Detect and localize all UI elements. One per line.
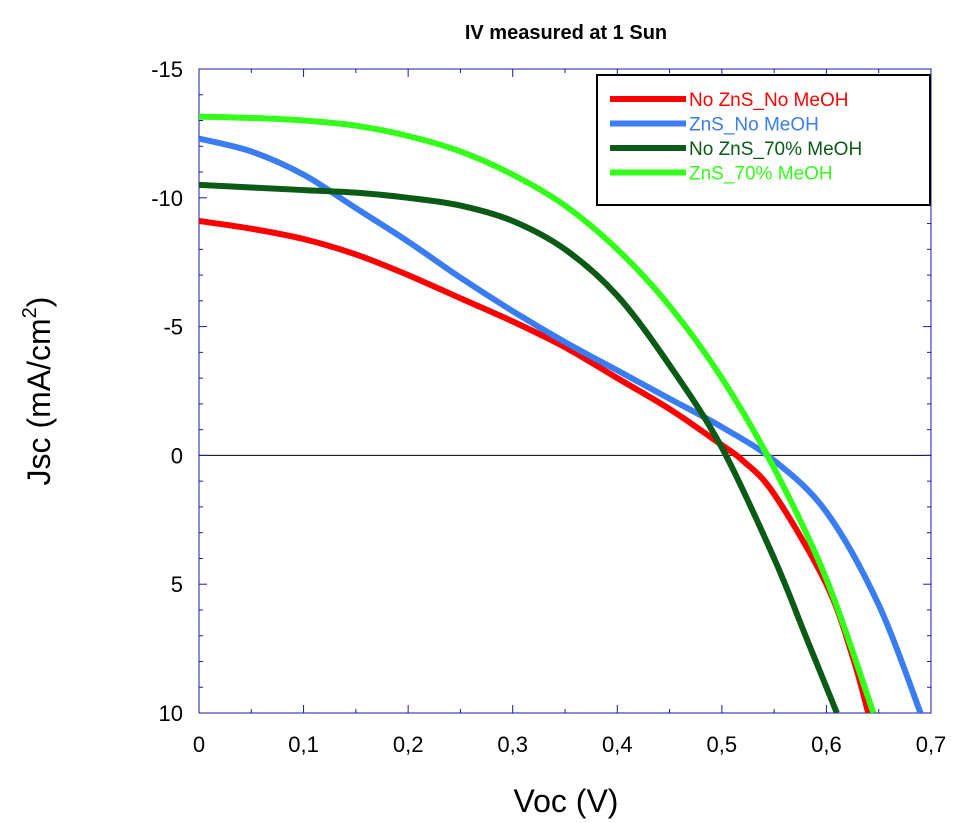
x-tick-label: 0,6 <box>811 732 842 757</box>
legend-label-zns-no-meoh: ZnS_No MeOH <box>689 115 819 136</box>
x-tick-label: 0,7 <box>916 732 947 757</box>
series-line-zns-70-meoh <box>199 113 877 713</box>
legend-label-no-zns-70-meoh: No ZnS_70% MeOH <box>689 139 862 160</box>
y-axis-title: Jsc (mA/cm2) <box>19 297 57 486</box>
legend: No ZnS_No MeOH ZnS_No MeOH No ZnS_70% MeOH… <box>596 74 931 206</box>
legend-label-no-zns-no-meoh: No ZnS_No MeOH <box>689 90 848 111</box>
x-axis-title: Voc (V) <box>514 783 619 819</box>
x-tick-label: 0,1 <box>288 732 319 757</box>
y-axis-title-suffix: ) <box>21 297 57 308</box>
x-tick-label: 0,2 <box>393 732 424 757</box>
x-tick-label: 0,5 <box>707 732 738 757</box>
x-tick-label: 0 <box>193 732 205 757</box>
y-axis-title-superscript: 2 <box>19 307 41 318</box>
y-tick-label: -10 <box>151 186 183 211</box>
series-line-no-zns-no-meoh <box>199 218 872 713</box>
series-line-no-zns-70-meoh <box>199 181 840 713</box>
chart-title: IV measured at 1 Sun <box>465 22 667 44</box>
y-tick-label: 10 <box>159 701 183 726</box>
y-tick-label: 5 <box>171 572 183 597</box>
y-tick-label: 0 <box>171 443 183 468</box>
y-tick-label: -15 <box>151 57 183 82</box>
y-axis-title-main: Jsc (mA/cm <box>21 318 57 485</box>
legend-label-zns-70-meoh: ZnS_70% MeOH <box>689 164 833 185</box>
x-tick-label: 0,4 <box>602 732 633 757</box>
series-line-zns-no-meoh <box>199 135 924 713</box>
x-tick-label: 0,3 <box>497 732 528 757</box>
y-tick-label: -5 <box>163 315 183 340</box>
